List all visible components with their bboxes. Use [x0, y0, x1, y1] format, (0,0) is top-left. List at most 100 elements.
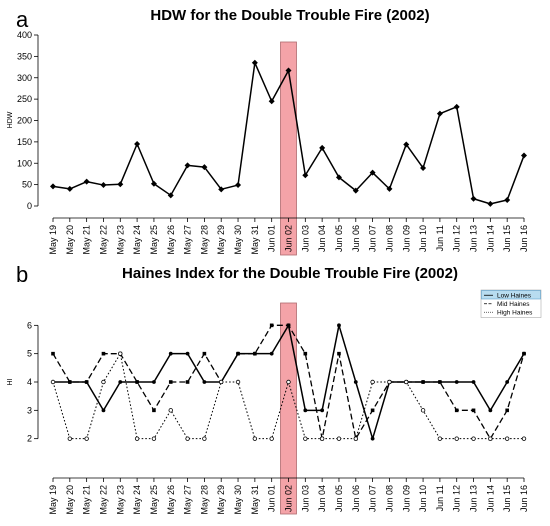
panel-b-x-tick-label: May 21: [82, 485, 92, 515]
panel-b-series-0-point: [101, 408, 106, 413]
panel-b-series-2-point: [269, 436, 274, 441]
panel-b-series-1-point: [236, 351, 240, 356]
panel-b-series-0-point: [488, 408, 493, 413]
panel-a-point: [386, 185, 393, 192]
legend-label-0: Low Haines: [497, 293, 532, 300]
panel-b-x-tick-label: May 19: [48, 485, 58, 515]
panel-a-x-tick-label: Jun 12: [452, 225, 462, 252]
panel-a-x-tick-label: May 28: [199, 225, 209, 255]
panel-a-point: [436, 110, 443, 117]
panel-a-point: [335, 174, 342, 181]
panel-b-y-tick-label: 5: [27, 349, 32, 359]
panel-b-series-1-point: [522, 351, 526, 356]
panel-b-series-1-point: [68, 380, 72, 384]
panel-a-letter: a: [16, 7, 29, 32]
panel-a-x-tick-label: Jun 09: [401, 225, 411, 252]
panel-a-point: [352, 187, 359, 194]
panel-b-plot: 2 3 4 5 6 May 19 May 20 May 21 May 22 May 23 May 2…: [27, 302, 529, 515]
panel-b-series-0-point: [269, 351, 274, 356]
panel-a-point: [235, 182, 242, 189]
panel-a-point: [50, 183, 56, 190]
panel-a-x-tick-label: May 30: [233, 225, 243, 255]
panel-b-series-2-point: [101, 379, 106, 385]
panel-b-series-1-point: [168, 380, 173, 384]
panel-b-series-2-point: [454, 436, 459, 441]
panel-b-x-tick-label: Jun 12: [452, 485, 462, 512]
panel-a-y-tick-label: 350: [17, 51, 32, 61]
panel-b-series-2-point: [235, 379, 241, 385]
panel-b-x-tick-label: Jun 08: [384, 485, 394, 512]
panel-a-x-tick-label: Jun 02: [284, 225, 294, 252]
panel-b-x-tick-label: May 24: [132, 485, 142, 515]
panel-a-y-tick-label: 400: [17, 30, 32, 40]
panel-a-x-tick-label: Jun 06: [351, 225, 361, 252]
panel-b-series-1-point: [286, 323, 291, 328]
panel-a-x-tick-label: May 29: [216, 225, 226, 255]
panel-b-series-1-point: [303, 351, 308, 356]
panel-a-x-tick-label: May 26: [166, 225, 176, 255]
panel-a-x-tick-label: Jun 13: [469, 225, 479, 252]
panel-b-series-1-point: [337, 351, 341, 356]
panel-a-x-tick-label: Jun 04: [317, 225, 327, 252]
panel-b-series-1-point: [505, 408, 509, 413]
panel-b-series-2-point: [521, 436, 527, 441]
panel-a-point: [184, 162, 191, 169]
panel-b-series-2-point: [471, 436, 476, 441]
panel-a-point: [100, 182, 107, 189]
panel-a-point: [134, 141, 141, 148]
panel-b-x-tick-label: May 27: [183, 485, 193, 515]
panel-b-y-tick-label: 3: [27, 405, 32, 415]
panel-b-series-2-point: [252, 436, 258, 441]
panel-b-series-1-point: [269, 323, 274, 328]
panel-b-ylabel: HI: [7, 378, 14, 385]
panel-a-point: [403, 141, 410, 148]
panel-a-point: [420, 164, 427, 171]
panel-b-series-1-point: [51, 351, 55, 356]
panel-a-point: [201, 164, 208, 171]
panel-b-series-2-line: [52, 353, 524, 440]
panel-b-series-2-point: [118, 351, 123, 356]
panel-b-series-2-point: [84, 436, 89, 441]
panel-b-x-tick-label: Jun 03: [300, 485, 310, 512]
panel-a-point: [453, 103, 460, 110]
panel-b-series-0-point: [454, 380, 459, 384]
panel-b-series-2-point: [185, 436, 190, 441]
panel-b-x-tick-label: May 31: [250, 485, 260, 515]
panel-a-x-tick-label: Jun 15: [502, 225, 512, 252]
panel-a-ylabel: HDW: [7, 111, 14, 128]
panel-b-series-2-point: [219, 379, 224, 385]
panel-b-series-1-point: [253, 351, 257, 356]
panel-b-series-0-point: [337, 323, 341, 328]
panel-b-x-tick-label: Jun 15: [502, 485, 512, 512]
panel-b-series-2-point: [420, 408, 426, 413]
panel-a-x-tick-label: May 25: [149, 225, 159, 255]
panel-a-x-tick-label: Jun 07: [368, 225, 378, 252]
panel-a-x-tick-label: May 27: [183, 225, 193, 255]
panel-b-letter: b: [16, 262, 28, 287]
panel-a-y-tick-label: 150: [17, 137, 32, 147]
panel-b-series-2-point: [50, 379, 56, 385]
panel-b-series-2-point: [387, 379, 392, 385]
panel-a-x-tick-label: May 24: [132, 225, 142, 255]
panel-b-x-tick-label: Jun 10: [418, 485, 428, 512]
panel-a-x-tick-label: Jun 14: [485, 225, 495, 252]
panel-b-series-2-point: [134, 436, 140, 441]
panel-b-series-2-point: [336, 436, 342, 441]
panel-a-y-tick-label: 250: [17, 94, 32, 104]
panel-b-series-2-point: [67, 436, 73, 441]
panel-a-point: [302, 172, 309, 179]
panel-a-y-tick-label: 300: [17, 73, 32, 83]
panel-a-point: [470, 195, 477, 202]
panel-b-series-2-point: [353, 436, 358, 441]
panel-a-y-tick-label: 100: [17, 158, 32, 168]
panel-b-x-tick-label: May 29: [216, 485, 226, 515]
panel-b-x-tick-label: May 25: [149, 485, 159, 515]
panel-a-y-tick-label: 0: [27, 201, 32, 211]
panel-b-series-2-point: [488, 436, 493, 441]
panel-b-series-1-point: [202, 351, 207, 356]
legend-highlight-row: [481, 290, 541, 300]
panel-b-title: Haines Index for the Double Trouble Fire…: [122, 265, 458, 282]
panel-a-point: [66, 185, 73, 192]
panel-a-point: [218, 186, 225, 193]
